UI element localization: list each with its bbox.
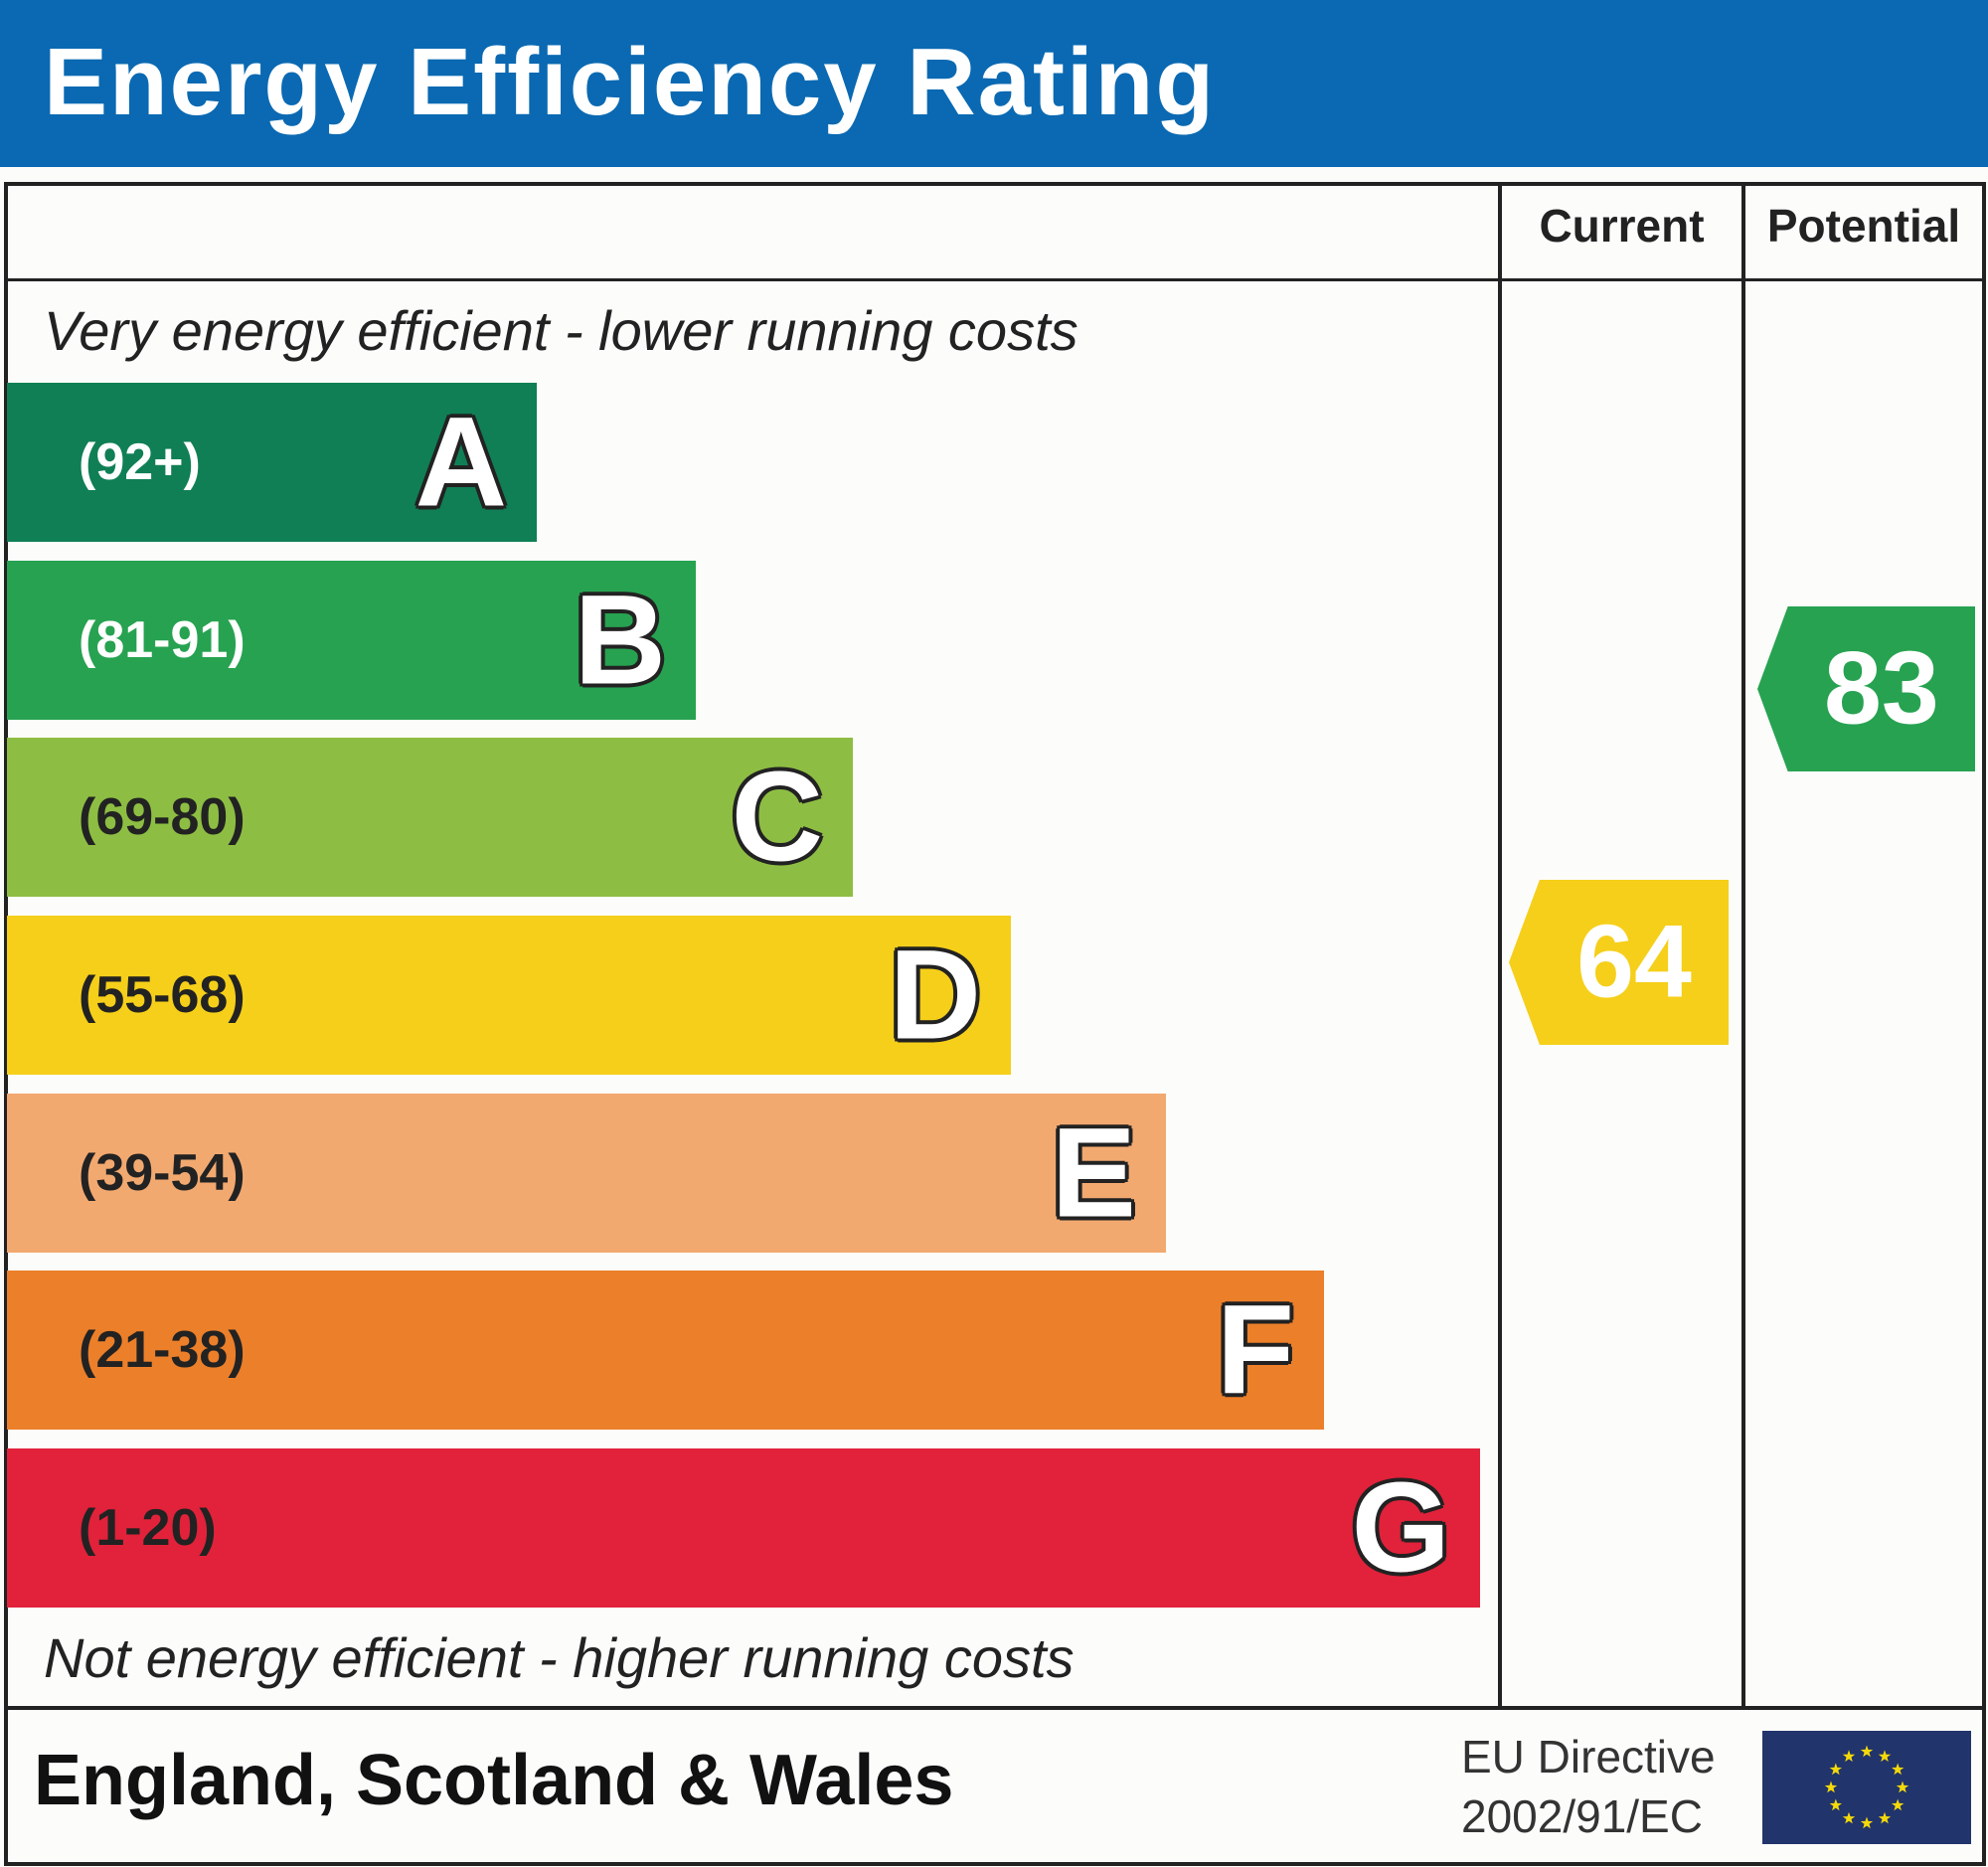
star-icon (1860, 1816, 1874, 1829)
header-bar: Energy Efficiency Rating (0, 0, 1988, 167)
bottom-note: Not energy efficient - higher running co… (44, 1626, 1075, 1689)
page-title: Energy Efficiency Rating (44, 29, 1216, 135)
star-icon (1842, 1811, 1856, 1824)
star-icon (1896, 1781, 1909, 1793)
frame-bottom (4, 1862, 1985, 1866)
current-rating-value: 64 (1576, 904, 1692, 1020)
star-icon (1878, 1750, 1892, 1763)
band-letter: G (1351, 1456, 1450, 1600)
band-d: (55-68) D (7, 916, 1011, 1075)
header-row-divider (4, 278, 1985, 281)
star-icon (1860, 1745, 1874, 1758)
potential-column-header: Potential (1766, 200, 1961, 252)
band-e: (39-54) E (7, 1094, 1166, 1253)
band-a: (92+) A (7, 383, 537, 542)
band-range: (81-91) (79, 611, 246, 669)
band-f: (21-38) F (7, 1271, 1324, 1430)
star-icon (1842, 1750, 1856, 1763)
current-column-header: Current (1539, 200, 1705, 252)
band-range: (55-68) (79, 966, 246, 1024)
star-icon (1892, 1763, 1905, 1776)
band-range: (69-80) (79, 788, 246, 846)
band-letter: B (574, 569, 666, 712)
band-letter: A (414, 391, 507, 534)
band-range: (1-20) (79, 1499, 217, 1557)
eu-directive-label: EU Directive (1461, 1731, 1716, 1782)
frame-top (4, 182, 1985, 186)
current-column-divider (1498, 182, 1502, 1708)
band-g: (1-20) G (7, 1448, 1480, 1608)
star-icon (1829, 1798, 1842, 1811)
region-label: England, Scotland & Wales (34, 1741, 954, 1820)
band-range: (92+) (79, 433, 201, 491)
band-letter: E (1051, 1102, 1136, 1245)
band-range: (39-54) (79, 1144, 246, 1202)
band-c: (69-80) C (7, 738, 853, 897)
star-icon (1892, 1798, 1905, 1811)
band-letter: C (731, 746, 823, 889)
eu-flag-icon (1762, 1731, 1971, 1844)
potential-rating-arrow: 83 (1757, 606, 1975, 771)
footer-divider (4, 1706, 1985, 1710)
star-icon (1829, 1763, 1842, 1776)
eu-directive-number: 2002/91/EC (1461, 1790, 1703, 1842)
frame-left (4, 182, 8, 1866)
current-rating-arrow: 64 (1509, 880, 1729, 1045)
potential-column-divider (1741, 182, 1745, 1708)
frame-right (1982, 182, 1986, 1866)
star-icon (1878, 1811, 1892, 1824)
band-range: (21-38) (79, 1321, 246, 1379)
band-letter: F (1216, 1278, 1294, 1422)
star-icon (1824, 1781, 1838, 1793)
potential-rating-value: 83 (1823, 630, 1939, 747)
top-note: Very energy efficient - lower running co… (44, 299, 1078, 362)
band-b: (81-91) B (7, 561, 696, 720)
band-letter: D (889, 924, 981, 1067)
